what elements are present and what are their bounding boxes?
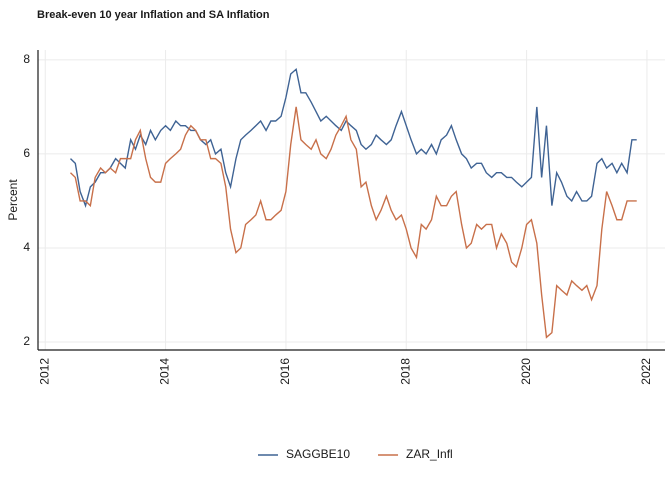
grid [38, 50, 665, 350]
legend-label: ZAR_Infl [406, 447, 453, 461]
x-tick-label: 2018 [398, 358, 412, 385]
x-tick-label: 2012 [37, 358, 51, 385]
x-tick-label: 2022 [639, 358, 653, 385]
chart-title: Break-even 10 year Inflation and SA Infl… [37, 9, 270, 21]
y-tick-label: 8 [23, 52, 30, 66]
y-tick-label: 4 [23, 240, 30, 254]
series-line [70, 67, 637, 208]
x-tick-label: 2020 [519, 358, 533, 385]
series-line [70, 106, 637, 339]
x-tick-label: 2014 [158, 358, 172, 385]
y-axis-label: Percent [6, 179, 20, 221]
legend-label: SAGGBE10 [286, 447, 350, 461]
legend: SAGGBE10 ZAR_Infl [258, 447, 453, 461]
y-tick-label: 2 [23, 334, 30, 348]
x-tick-label: 2016 [278, 358, 292, 385]
y-tick-label: 6 [23, 146, 30, 160]
